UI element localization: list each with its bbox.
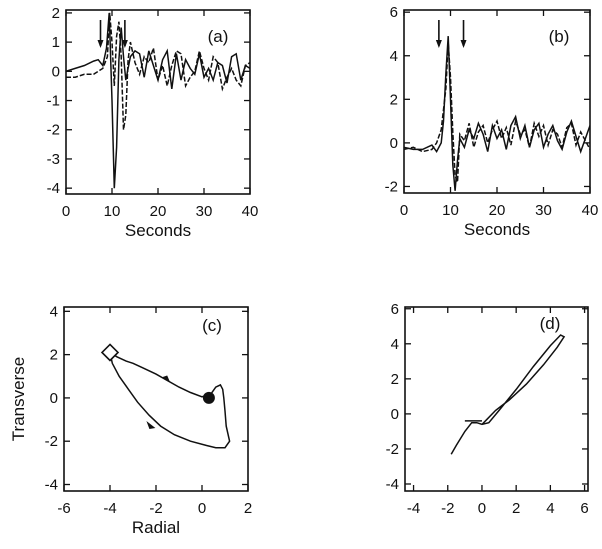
x-tick-label: -4 <box>407 500 420 517</box>
x-tick-label: 0 <box>400 202 408 219</box>
solid-trace <box>404 36 590 191</box>
x-tick-label: 0 <box>62 203 70 220</box>
y-tick-label: -3 <box>47 151 60 168</box>
x-tick-label: 30 <box>535 202 552 219</box>
y-tick-label: 1 <box>52 34 60 51</box>
panel-c: -6 -4 -2 0 2 -4 -2 0 2 4 Radial Transverse (c) <box>9 303 252 537</box>
panel-label: (a) <box>208 27 229 46</box>
solid-trace <box>66 12 250 189</box>
x-axis-label: Seconds <box>464 220 530 239</box>
dashed-trace <box>66 12 250 130</box>
panel-label: (b) <box>549 27 570 46</box>
y-tick-label: 2 <box>391 371 399 388</box>
solid-trace <box>450 334 566 455</box>
x-tick-label: 20 <box>489 202 506 219</box>
x-axis-label: Radial <box>132 518 180 537</box>
x-axis-label: Seconds <box>125 221 191 240</box>
x-tick-label: 2 <box>244 500 252 517</box>
y-tick-label: -4 <box>386 476 399 493</box>
y-tick-label: 0 <box>391 406 399 423</box>
x-tick-label: 30 <box>196 203 213 220</box>
y-tick-label: 2 <box>50 347 58 364</box>
arrow-head-icon <box>460 40 467 48</box>
x-tick-label: 2 <box>512 500 520 517</box>
x-tick-label: -6 <box>57 500 70 517</box>
x-tick-label: 0 <box>198 500 206 517</box>
plot-frame <box>404 306 589 492</box>
panel-d: -4 -2 0 2 4 6 -4 -2 0 2 4 6 (d) <box>386 301 589 517</box>
x-tick-label: 0 <box>478 500 486 517</box>
x-tick-label: -4 <box>103 500 116 517</box>
direction-arrow-icon <box>161 375 171 383</box>
y-tick-label: -1 <box>47 93 60 110</box>
y-tick-label: -2 <box>385 178 398 195</box>
x-tick-label: -2 <box>441 500 454 517</box>
y-tick-label: 0 <box>390 135 398 152</box>
x-tick-label: 6 <box>580 500 588 517</box>
arrow-head-icon <box>97 40 104 48</box>
y-tick-label: 0 <box>52 63 60 80</box>
y-tick-label: -2 <box>47 122 60 139</box>
y-tick-label: 2 <box>390 91 398 108</box>
y-tick-label: 0 <box>50 390 58 407</box>
x-tick-label: -2 <box>149 500 162 517</box>
y-tick-label: -4 <box>47 180 60 197</box>
x-tick-label: 10 <box>104 203 121 220</box>
y-tick-label: -2 <box>45 433 58 450</box>
arrow-head-icon <box>435 40 442 48</box>
solid-trace <box>109 351 231 449</box>
panel-label: (c) <box>202 316 222 335</box>
x-tick-label: 4 <box>546 500 554 517</box>
y-tick-label: 4 <box>50 303 58 320</box>
dashed-trace <box>404 42 590 183</box>
y-axis-label: Transverse <box>9 357 28 441</box>
panel-a: 0 10 20 30 40 -4 -3 -2 -1 0 1 2 Seconds (a) <box>47 5 259 240</box>
x-tick-label: 40 <box>242 203 259 220</box>
x-tick-label: 40 <box>582 202 599 219</box>
arrow-head-icon <box>121 40 128 48</box>
y-tick-label: -2 <box>386 441 399 458</box>
panel-label: (d) <box>540 314 561 333</box>
y-tick-label: 6 <box>390 4 398 21</box>
end-dot-icon <box>202 391 215 404</box>
y-tick-label: 4 <box>391 336 399 353</box>
y-tick-label: -4 <box>45 477 58 494</box>
x-tick-label: 20 <box>150 203 167 220</box>
start-diamond-icon <box>100 343 120 362</box>
x-tick-label: 10 <box>442 202 459 219</box>
direction-arrow-icon <box>146 420 156 429</box>
y-tick-label: 4 <box>390 48 398 65</box>
y-tick-label: 2 <box>52 5 60 22</box>
y-tick-label: 6 <box>391 301 399 318</box>
